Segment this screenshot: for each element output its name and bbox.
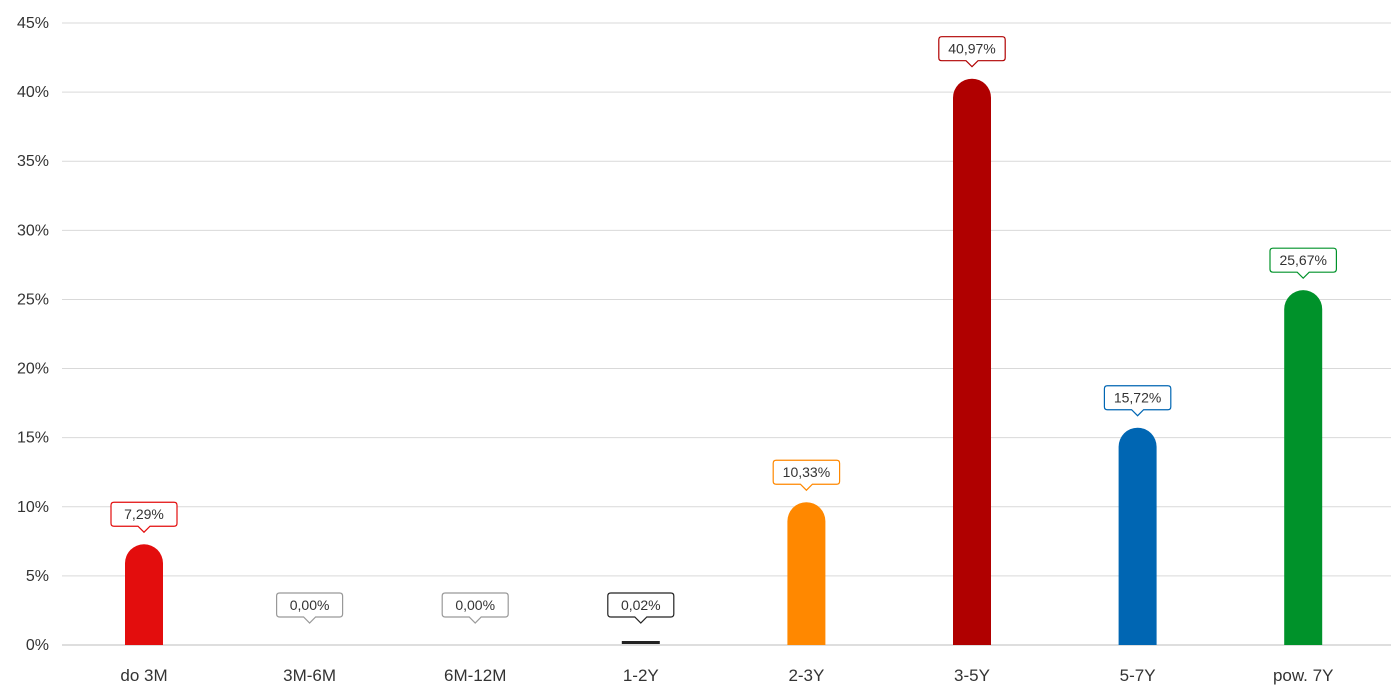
- x-category-label: 6M-12M: [444, 666, 506, 685]
- x-category-label: pow. 7Y: [1273, 666, 1334, 685]
- data-label: 0,02%: [621, 597, 661, 613]
- y-tick-label: 5%: [26, 568, 49, 585]
- x-category-label: 5-7Y: [1120, 666, 1156, 685]
- data-label: 40,97%: [948, 41, 995, 57]
- bar: [787, 502, 826, 645]
- y-tick-label: 35%: [17, 153, 49, 170]
- x-axis-labels: do 3M 3M-6M 6M-12M 1-2Y 2-3Y 3-5Y 5-7Y pow. 7Y: [120, 666, 1333, 685]
- data-label: 7,29%: [124, 506, 164, 522]
- bar: [1284, 290, 1323, 645]
- data-labels: 7,29% 0,00% 0,00% 0,02% 10,33% 40,97% 15,72% 25…: [110, 36, 1337, 624]
- data-label-box: [1103, 385, 1172, 417]
- x-category-label: 3M-6M: [283, 666, 336, 685]
- bar: [621, 641, 660, 644]
- data-label-box: [772, 459, 841, 492]
- bar: [1118, 427, 1157, 645]
- bar: [953, 78, 991, 646]
- data-label: 15,72%: [1114, 390, 1161, 406]
- data-label: 0,00%: [290, 597, 330, 613]
- y-axis-ticks: 0% 5% 10% 15% 20% 25% 30% 35% 40% 45%: [17, 15, 49, 654]
- x-category-label: do 3M: [120, 666, 167, 685]
- data-label: 10,33%: [783, 464, 830, 480]
- grid-lines: [62, 22, 1391, 646]
- data-label-box: [607, 592, 675, 624]
- y-tick-label: 25%: [17, 291, 49, 308]
- data-label-box: [441, 592, 509, 624]
- x-category-label: 3-5Y: [954, 666, 990, 685]
- data-label-box: [938, 36, 1006, 68]
- data-label: 25,67%: [1279, 252, 1326, 268]
- bars: [125, 78, 1323, 646]
- y-tick-label: 30%: [17, 222, 49, 239]
- x-category-label: 2-3Y: [788, 666, 824, 685]
- y-tick-label: 15%: [17, 430, 49, 447]
- y-tick-label: 0%: [26, 637, 49, 654]
- y-tick-label: 45%: [17, 15, 49, 32]
- x-category-label: 1-2Y: [623, 666, 659, 685]
- y-tick-label: 40%: [17, 84, 49, 101]
- data-label: 0,00%: [455, 597, 495, 613]
- data-label-box: [276, 592, 344, 624]
- y-tick-label: 20%: [17, 361, 49, 378]
- data-label-box: [110, 501, 178, 534]
- data-label-box: [1269, 247, 1337, 280]
- y-tick-label: 10%: [17, 499, 49, 516]
- bar: [125, 544, 163, 645]
